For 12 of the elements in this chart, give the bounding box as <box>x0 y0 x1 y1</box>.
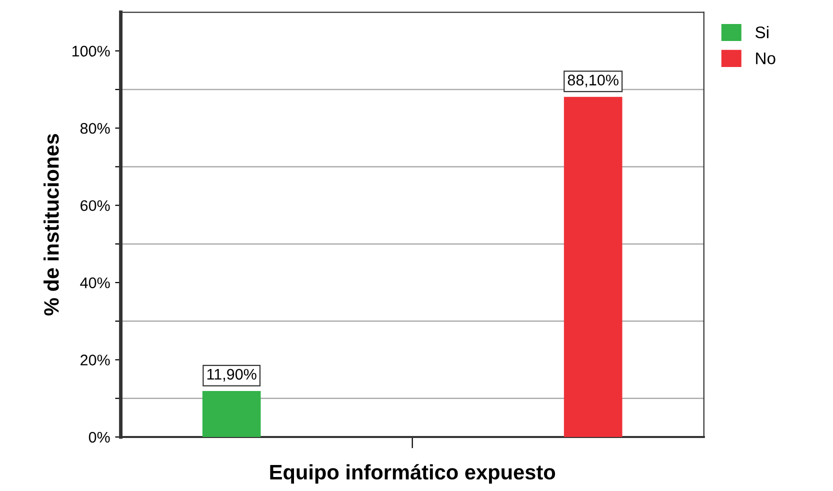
y-tick-label: 0% <box>88 432 110 443</box>
y-tick-label: 60% <box>80 200 110 212</box>
y-axis-title: % de instituciones <box>44 134 59 316</box>
data-label: 11,90% <box>207 368 256 382</box>
y-tick-label: 40% <box>80 277 110 288</box>
x-axis-title: Equipo informático expuesto <box>270 464 556 484</box>
legend-label: No <box>756 52 776 64</box>
y-tick-label: 20% <box>80 354 110 366</box>
legend-label: Si <box>755 26 768 38</box>
y-tick-label: 100% <box>72 46 110 57</box>
data-label: 88,10% <box>568 74 618 88</box>
y-tick-label: 80% <box>80 122 110 134</box>
